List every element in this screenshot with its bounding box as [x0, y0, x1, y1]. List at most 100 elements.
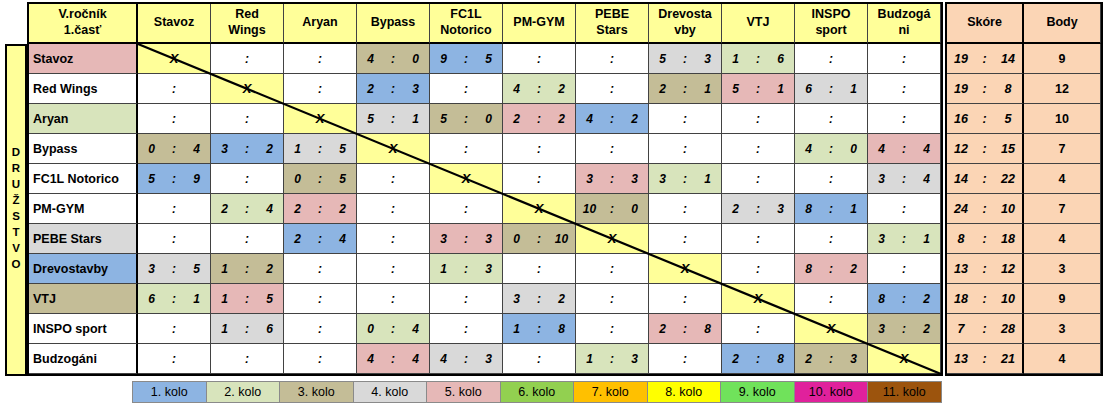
team-name-inspo-sport[interactable]: INSPO sport — [29, 314, 138, 344]
result-cell-stavoz-vs-pm-gym[interactable]: : — [503, 44, 576, 74]
result-cell-red-wings-vs-inspo-sport[interactable]: 6:1 — [795, 74, 868, 104]
result-cell-fc1l-notorico-vs-stavoz[interactable]: 5:9 — [138, 164, 211, 194]
result-cell-stavoz-vs-fc1l-notorico[interactable]: 9:5 — [430, 44, 503, 74]
legend-item-6-kolo[interactable]: 6. kolo — [500, 381, 575, 403]
result-cell-aryan-vs-drevosta-vby[interactable]: : — [649, 104, 722, 134]
result-cell-aryan-vs-bypass[interactable]: 5:1 — [357, 104, 430, 134]
score-column-header[interactable]: Skóre — [947, 4, 1024, 44]
score-cell-budzog-ni[interactable]: 13:21 — [947, 344, 1024, 374]
result-cell-inspo-sport-vs-pebe-stars[interactable]: : — [576, 314, 649, 344]
team-name-pebe-stars[interactable]: PEBE Stars — [29, 224, 138, 254]
points-cell-pebe-stars[interactable]: 4 — [1024, 224, 1101, 254]
result-cell-pebe-stars-vs-aryan[interactable]: 2:4 — [284, 224, 357, 254]
points-cell-aryan[interactable]: 10 — [1024, 104, 1101, 134]
result-cell-bypass-vs-pebe-stars[interactable]: : — [576, 134, 649, 164]
result-cell-budzog-ni-vs-drevosta-vby[interactable]: : — [649, 344, 722, 374]
points-cell-bypass[interactable]: 7 — [1024, 134, 1101, 164]
result-cell-drevostavby-vs-pebe-stars[interactable]: : — [576, 254, 649, 284]
druzstvo-vertical-header[interactable]: DRUŽSTVO — [5, 44, 27, 376]
result-cell-stavoz-vs-budzog-ni[interactable]: : — [868, 44, 941, 74]
legend-item-11-kolo[interactable]: 11. kolo — [867, 381, 942, 403]
result-cell-inspo-sport-vs-budzog-ni[interactable]: 3:2 — [868, 314, 941, 344]
result-cell-fc1l-notorico-vs-bypass[interactable]: : — [357, 164, 430, 194]
legend-item-10-kolo[interactable]: 10. kolo — [794, 381, 869, 403]
result-cell-pebe-stars-vs-budzog-ni[interactable]: 3:1 — [868, 224, 941, 254]
result-cell-fc1l-notorico-vs-inspo-sport[interactable]: : — [795, 164, 868, 194]
result-cell-pm-gym-vs-bypass[interactable]: : — [357, 194, 430, 224]
result-cell-bypass-vs-bypass[interactable]: X — [357, 134, 430, 164]
result-cell-drevostavby-vs-drevosta-vby[interactable]: X — [649, 254, 722, 284]
result-cell-aryan-vs-vtj[interactable]: : — [722, 104, 795, 134]
result-cell-fc1l-notorico-vs-vtj[interactable]: : — [722, 164, 795, 194]
result-cell-pebe-stars-vs-pm-gym[interactable]: 0:10 — [503, 224, 576, 254]
points-cell-pm-gym[interactable]: 7 — [1024, 194, 1101, 224]
team-name-aryan[interactable]: Aryan — [29, 104, 138, 134]
team-name-stavoz[interactable]: Stavoz — [29, 44, 138, 74]
score-cell-pebe-stars[interactable]: 8:18 — [947, 224, 1024, 254]
score-cell-stavoz[interactable]: 19:14 — [947, 44, 1024, 74]
result-cell-aryan-vs-red-wings[interactable]: : — [211, 104, 284, 134]
result-cell-vtj-vs-stavoz[interactable]: 6:1 — [138, 284, 211, 314]
result-cell-red-wings-vs-vtj[interactable]: 5:1 — [722, 74, 795, 104]
legend-item-1-kolo[interactable]: 1. kolo — [132, 381, 207, 403]
result-cell-fc1l-notorico-vs-budzog-ni[interactable]: 3:4 — [868, 164, 941, 194]
result-cell-fc1l-notorico-vs-aryan[interactable]: 0:5 — [284, 164, 357, 194]
points-cell-red-wings[interactable]: 12 — [1024, 74, 1101, 104]
result-cell-bypass-vs-vtj[interactable]: : — [722, 134, 795, 164]
result-cell-pm-gym-vs-pm-gym[interactable]: X — [503, 194, 576, 224]
result-cell-aryan-vs-pm-gym[interactable]: 2:2 — [503, 104, 576, 134]
result-cell-red-wings-vs-aryan[interactable]: : — [284, 74, 357, 104]
result-cell-stavoz-vs-drevosta-vby[interactable]: 5:3 — [649, 44, 722, 74]
result-cell-fc1l-notorico-vs-red-wings[interactable]: : — [211, 164, 284, 194]
result-cell-budzog-ni-vs-red-wings[interactable]: : — [211, 344, 284, 374]
points-cell-drevostavby[interactable]: 3 — [1024, 254, 1101, 284]
result-cell-budzog-ni-vs-pebe-stars[interactable]: 1:3 — [576, 344, 649, 374]
column-header-pebe-stars[interactable]: PEBE Stars — [576, 4, 649, 44]
result-cell-inspo-sport-vs-vtj[interactable]: : — [722, 314, 795, 344]
result-cell-pebe-stars-vs-inspo-sport[interactable]: : — [795, 224, 868, 254]
result-cell-vtj-vs-drevosta-vby[interactable]: : — [649, 284, 722, 314]
result-cell-red-wings-vs-fc1l-notorico[interactable]: : — [430, 74, 503, 104]
result-cell-bypass-vs-stavoz[interactable]: 0:4 — [138, 134, 211, 164]
result-cell-drevostavby-vs-vtj[interactable]: : — [722, 254, 795, 284]
result-cell-pebe-stars-vs-drevosta-vby[interactable]: : — [649, 224, 722, 254]
result-cell-inspo-sport-vs-inspo-sport[interactable]: X — [795, 314, 868, 344]
result-cell-budzog-ni-vs-stavoz[interactable]: : — [138, 344, 211, 374]
result-cell-inspo-sport-vs-pm-gym[interactable]: 1:8 — [503, 314, 576, 344]
result-cell-aryan-vs-pebe-stars[interactable]: 4:2 — [576, 104, 649, 134]
result-cell-inspo-sport-vs-drevosta-vby[interactable]: 2:8 — [649, 314, 722, 344]
team-name-red-wings[interactable]: Red Wings — [29, 74, 138, 104]
result-cell-stavoz-vs-stavoz[interactable]: X — [138, 44, 211, 74]
result-cell-bypass-vs-red-wings[interactable]: 3:2 — [211, 134, 284, 164]
points-cell-inspo-sport[interactable]: 3 — [1024, 314, 1101, 344]
score-cell-drevostavby[interactable]: 13:12 — [947, 254, 1024, 284]
result-cell-budzog-ni-vs-inspo-sport[interactable]: 2:3 — [795, 344, 868, 374]
column-header-pm-gym[interactable]: PM-GYM — [503, 4, 576, 44]
result-cell-aryan-vs-inspo-sport[interactable]: : — [795, 104, 868, 134]
result-cell-pebe-stars-vs-pebe-stars[interactable]: X — [576, 224, 649, 254]
column-header-aryan[interactable]: Aryan — [284, 4, 357, 44]
score-cell-vtj[interactable]: 18:10 — [947, 284, 1024, 314]
result-cell-pm-gym-vs-inspo-sport[interactable]: 8:1 — [795, 194, 868, 224]
column-header-budzog-ni[interactable]: Budzogá ni — [868, 4, 941, 44]
result-cell-budzog-ni-vs-pm-gym[interactable]: : — [503, 344, 576, 374]
result-cell-vtj-vs-fc1l-notorico[interactable]: : — [430, 284, 503, 314]
result-cell-bypass-vs-inspo-sport[interactable]: 4:0 — [795, 134, 868, 164]
result-cell-vtj-vs-aryan[interactable]: : — [284, 284, 357, 314]
result-cell-fc1l-notorico-vs-fc1l-notorico[interactable]: X — [430, 164, 503, 194]
body-column-header[interactable]: Body — [1024, 4, 1101, 44]
team-name-drevostavby[interactable]: Drevostavby — [29, 254, 138, 284]
points-cell-budzog-ni[interactable]: 4 — [1024, 344, 1101, 374]
result-cell-pm-gym-vs-red-wings[interactable]: 2:4 — [211, 194, 284, 224]
result-cell-pebe-stars-vs-red-wings[interactable]: : — [211, 224, 284, 254]
result-cell-pm-gym-vs-fc1l-notorico[interactable]: : — [430, 194, 503, 224]
team-name-vtj[interactable]: VTJ — [29, 284, 138, 314]
result-cell-inspo-sport-vs-aryan[interactable]: : — [284, 314, 357, 344]
table-title-cell[interactable]: V.ročník 1.časť — [29, 4, 138, 44]
result-cell-drevostavby-vs-inspo-sport[interactable]: 8:2 — [795, 254, 868, 284]
result-cell-pm-gym-vs-vtj[interactable]: 2:3 — [722, 194, 795, 224]
result-cell-pebe-stars-vs-fc1l-notorico[interactable]: 3:3 — [430, 224, 503, 254]
column-header-stavoz[interactable]: Stavoz — [138, 4, 211, 44]
legend-item-8-kolo[interactable]: 8. kolo — [647, 381, 722, 403]
result-cell-bypass-vs-budzog-ni[interactable]: 4:4 — [868, 134, 941, 164]
